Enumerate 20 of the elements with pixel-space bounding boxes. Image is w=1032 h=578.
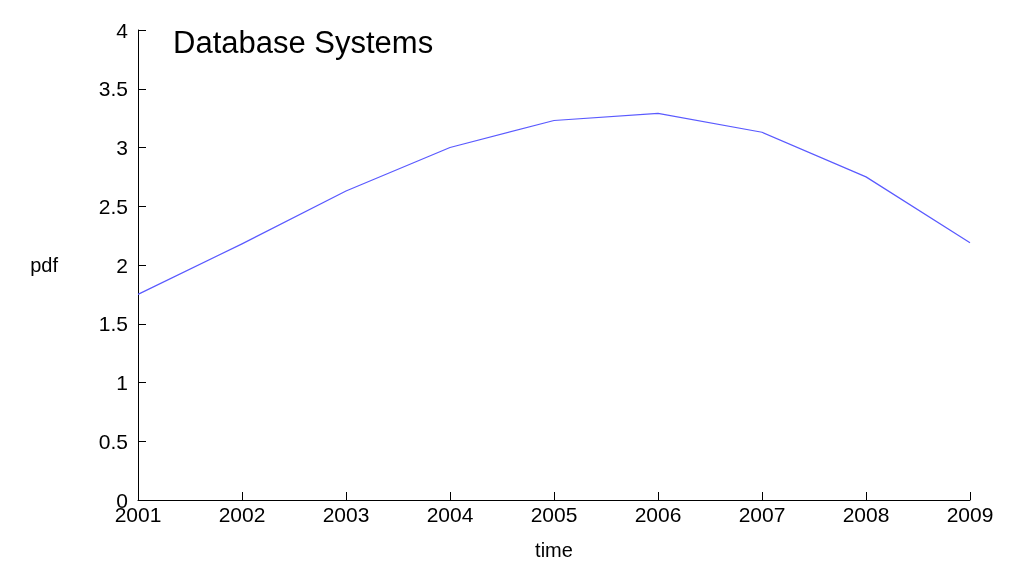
- x-axis-title: time: [535, 539, 573, 561]
- x-tick-label: 2009: [946, 503, 994, 526]
- x-tick-label: 2003: [322, 503, 370, 526]
- y-tick-label: 2: [116, 253, 128, 277]
- y-tick-label: 3.5: [98, 77, 128, 101]
- y-tick-label: 1.5: [98, 312, 128, 336]
- y-tick-label: 3: [116, 136, 128, 159]
- chart-title: Database Systems: [173, 25, 434, 60]
- y-tick-label: 4: [116, 18, 129, 42]
- x-tick-label: 2004: [426, 503, 474, 526]
- x-tick-label: 2007: [738, 503, 786, 526]
- x-tick-label: 2002: [218, 503, 266, 526]
- y-tick-label: 0.5: [98, 429, 128, 453]
- x-tick-label: 2008: [842, 503, 890, 526]
- line-series: [137, 112, 971, 295]
- x-tick-label: 2005: [530, 503, 578, 526]
- y-axis-title: pdf: [30, 254, 59, 276]
- y-tick-label: 1: [116, 371, 128, 394]
- y-tick-label: 2.5: [98, 194, 128, 218]
- x-tick-label: 2006: [634, 503, 682, 526]
